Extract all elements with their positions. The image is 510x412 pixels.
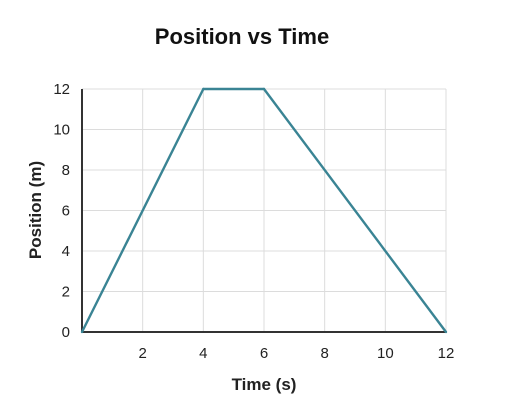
series-layer xyxy=(80,87,448,334)
data-point xyxy=(262,87,266,91)
x-tick-label: 4 xyxy=(199,345,207,362)
y-tick-label: 0 xyxy=(62,324,70,341)
axes xyxy=(81,89,446,333)
y-tick-label: 4 xyxy=(62,243,70,260)
y-axis-label: Position (m) xyxy=(26,161,45,259)
y-tick-label: 8 xyxy=(62,162,70,179)
data-point xyxy=(444,330,448,334)
x-axis-label: Time (s) xyxy=(232,375,297,394)
x-tick-label: 6 xyxy=(260,345,268,362)
y-tick-label: 12 xyxy=(53,81,70,98)
chart-title: Position vs Time xyxy=(155,24,329,49)
data-point xyxy=(80,330,84,334)
x-tick-label: 10 xyxy=(377,345,394,362)
x-tick-label: 8 xyxy=(320,345,328,362)
x-tick-label: 12 xyxy=(438,345,455,362)
y-tick-label: 2 xyxy=(62,284,70,301)
tick-labels: 2 4 6 8 10 12 0 2 4 6 8 10 12 xyxy=(53,81,454,362)
y-tick-label: 10 xyxy=(53,122,70,139)
position-series-line xyxy=(80,87,447,333)
y-tick-label: 6 xyxy=(62,203,70,220)
grid-lines xyxy=(82,88,447,332)
data-point xyxy=(202,87,205,91)
x-tick-label: 2 xyxy=(138,345,146,362)
